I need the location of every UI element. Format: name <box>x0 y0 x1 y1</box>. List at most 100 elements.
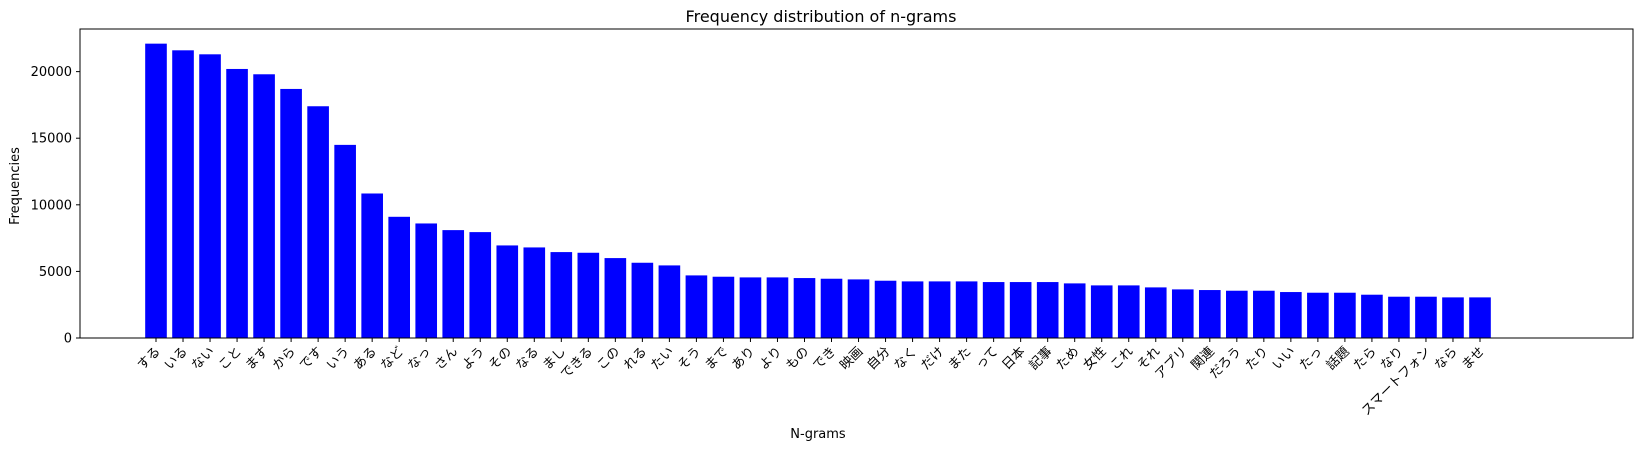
x-tick-label: たり <box>1243 344 1272 373</box>
x-tick-label: 女性 <box>1080 344 1110 374</box>
bar-26 <box>820 278 843 338</box>
bar-21 <box>685 275 708 338</box>
bar-44 <box>1307 292 1329 338</box>
bar-23 <box>739 277 762 338</box>
y-tick-label: 20000 <box>31 65 72 80</box>
x-tick-label: ない <box>189 344 218 373</box>
x-tick-label: でき <box>810 344 839 373</box>
bar-45 <box>1334 292 1356 338</box>
x-tick-label: 自分 <box>864 344 893 373</box>
y-tick-label: 15000 <box>31 132 72 147</box>
x-tick-label: なく <box>891 344 920 373</box>
x-tick-label: 記事 <box>1026 344 1056 374</box>
bar-3 <box>199 54 221 339</box>
bar-48 <box>1415 296 1437 338</box>
chart-title: Frequency distribution of n-grams <box>686 7 957 26</box>
x-tick-label: たら <box>1351 344 1380 373</box>
x-tick-label: たい <box>648 344 677 373</box>
bars-group <box>145 43 1491 339</box>
bar-50 <box>1469 297 1491 338</box>
x-tick-label: ませ <box>1459 344 1488 373</box>
bar-16 <box>550 252 573 338</box>
x-tick-label: この <box>594 344 623 373</box>
x-tick-label: なる <box>513 344 542 373</box>
bar-4 <box>226 68 248 339</box>
bar-7 <box>307 106 329 338</box>
x-axis-label: N-grams <box>790 427 846 442</box>
bar-14 <box>496 245 519 338</box>
x-tick-label: まで <box>702 344 731 373</box>
bar-27 <box>847 279 870 338</box>
x-tick-label: って <box>973 344 1002 373</box>
x-tick-label: ある <box>351 344 380 373</box>
bar-25 <box>793 278 816 338</box>
bar-47 <box>1388 296 1410 338</box>
bar-22 <box>712 276 735 338</box>
x-tick-label: ため <box>1054 344 1083 373</box>
x-tick-label: たっ <box>1297 344 1326 373</box>
bar-11 <box>415 223 438 338</box>
bar-5 <box>253 74 275 338</box>
bar-41 <box>1226 290 1248 338</box>
bar-1 <box>145 43 167 339</box>
bar-40 <box>1198 290 1221 338</box>
bar-35 <box>1063 283 1086 338</box>
x-tick-label: その <box>486 344 515 373</box>
bar-19 <box>631 262 654 338</box>
x-tick-label: から <box>270 344 299 373</box>
bar-18 <box>604 258 627 338</box>
bar-42 <box>1253 290 1275 338</box>
x-tick-label: そう <box>675 344 704 373</box>
x-tick-label: する <box>135 344 164 373</box>
bar-32 <box>982 282 1005 338</box>
y-tick-label: 5000 <box>39 265 72 280</box>
y-axis-label: Frequencies <box>8 147 23 225</box>
bar-9 <box>361 193 383 338</box>
x-tick-label: です <box>297 344 326 373</box>
bar-39 <box>1171 289 1194 338</box>
bar-10 <box>388 216 410 338</box>
y-tick-label: 0 <box>64 332 72 347</box>
bar-2 <box>172 50 194 339</box>
x-axis: するいるないことますからですいうあるなどなっさんようそのなるましできるこのれるた… <box>135 338 1488 419</box>
bar-43 <box>1280 292 1302 338</box>
bar-6 <box>280 88 302 338</box>
bar-46 <box>1361 294 1383 338</box>
x-tick-label: いう <box>324 344 353 373</box>
x-tick-label: 映画 <box>837 344 866 373</box>
bar-12 <box>442 230 465 338</box>
bar-37 <box>1117 285 1140 338</box>
x-tick-label: よう <box>459 344 488 373</box>
x-tick-label: あり <box>729 344 758 373</box>
bar-24 <box>766 277 789 338</box>
plot-frame <box>79 28 1634 339</box>
x-tick-label: より <box>756 344 785 373</box>
x-tick-label: いる <box>162 344 191 373</box>
x-tick-label: なら <box>1432 344 1461 373</box>
x-tick-label: さん <box>432 344 461 373</box>
x-tick-label: れる <box>621 344 650 373</box>
bar-20 <box>658 265 681 338</box>
x-tick-label: もの <box>783 344 812 373</box>
x-tick-label: だけ <box>918 344 947 373</box>
y-axis: 0 5000 10000 15000 20000 <box>31 65 80 347</box>
bar-15 <box>523 247 546 338</box>
x-tick-label: こと <box>216 344 245 373</box>
bar-17 <box>577 252 600 338</box>
bar-13 <box>469 232 492 338</box>
x-tick-label: 日本 <box>999 344 1028 373</box>
bar-33 <box>1009 282 1032 338</box>
bar-49 <box>1442 297 1464 338</box>
bar-34 <box>1036 282 1059 338</box>
x-tick-label: など <box>378 344 407 373</box>
x-tick-label: 話題 <box>1323 344 1353 374</box>
x-tick-label: いい <box>1270 344 1299 373</box>
bar-36 <box>1090 285 1113 338</box>
x-tick-label: なっ <box>405 344 434 373</box>
bar-30 <box>928 281 951 338</box>
bar-38 <box>1144 287 1167 338</box>
y-tick-label: 10000 <box>31 198 72 213</box>
x-tick-label: これ <box>1108 344 1137 373</box>
